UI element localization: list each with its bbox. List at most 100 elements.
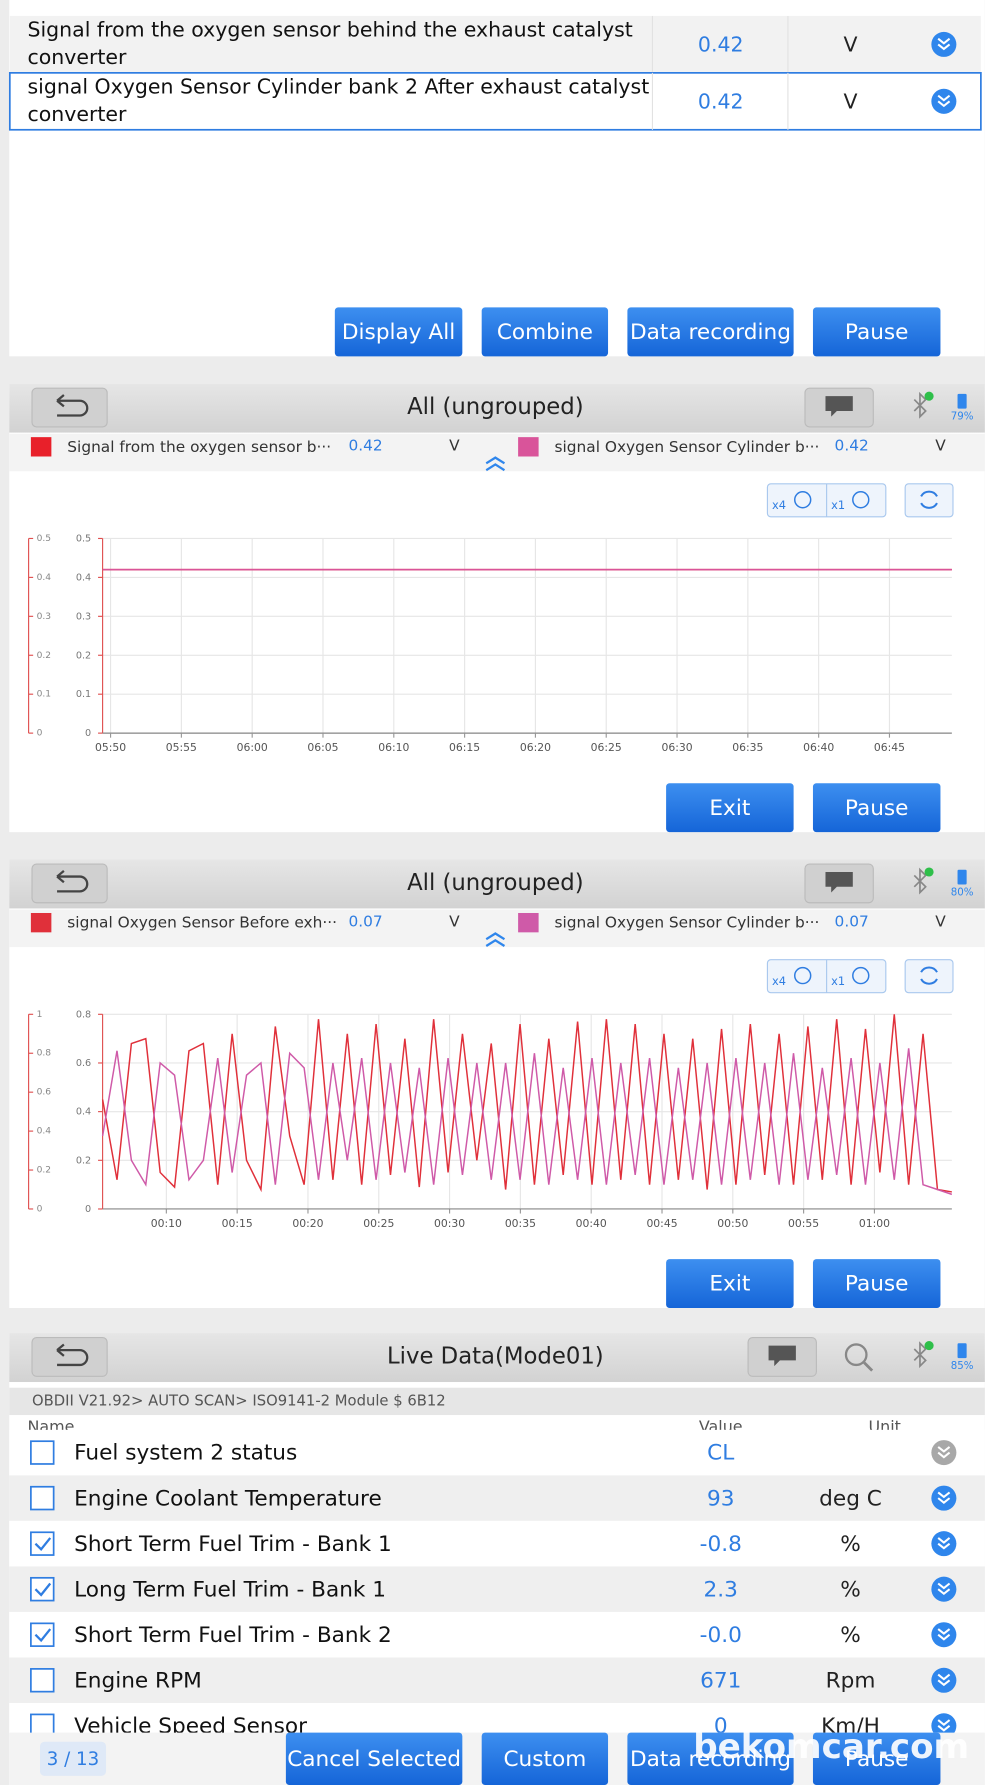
search-handle (863, 1361, 874, 1372)
back-button[interactable] (31, 387, 108, 428)
row-name: signal Oxygen Sensor Cylinder bank 2 Aft… (27, 75, 649, 99)
legend-name: signal Oxygen Sensor Before exh··· (67, 914, 337, 932)
button[interactable]: Pause (812, 1259, 941, 1309)
button[interactable]: Data recording (627, 307, 794, 357)
button-label[interactable]: Cancel Selected (287, 1747, 461, 1772)
button[interactable]: Pause (812, 307, 941, 357)
legend-unit: V (449, 913, 460, 931)
button[interactable]: Pause (812, 783, 941, 833)
y-tick-label: 0.3 (76, 611, 91, 622)
row-name: Fuel system 2 status (74, 1441, 297, 1466)
checkbox[interactable] (30, 1531, 55, 1556)
button-label[interactable]: Exit (709, 1272, 750, 1297)
button[interactable]: Combine (481, 307, 609, 357)
legend-swatch (30, 912, 52, 933)
button-label[interactable]: Custom (503, 1747, 586, 1772)
button-bg[interactable] (812, 1259, 941, 1309)
checkbox[interactable] (30, 1485, 55, 1511)
zoom-label: x4 (772, 974, 786, 988)
header-title: All (ungrouped) (407, 394, 584, 420)
back-button[interactable] (31, 863, 108, 904)
row-value: 0.42 (698, 33, 744, 57)
row-name: converter (27, 45, 127, 69)
button-bg[interactable] (666, 1259, 794, 1309)
x-tick-label: 06:10 (378, 741, 409, 754)
button[interactable]: Exit (666, 783, 794, 833)
row-unit: % (840, 1623, 861, 1648)
expand-chevron (937, 94, 951, 102)
row-name: Engine RPM (74, 1668, 202, 1693)
button-bg[interactable] (481, 307, 609, 357)
header-bar (9, 1333, 985, 1383)
battery-icon (957, 869, 967, 885)
row-value: -0.8 (700, 1532, 742, 1557)
header-title: All (ungrouped) (407, 870, 584, 896)
message-icon (825, 396, 853, 417)
collapse-icon[interactable] (485, 456, 506, 472)
button-label[interactable]: Pause (845, 1747, 909, 1772)
zoom-icon (852, 491, 870, 509)
collapse-icon[interactable] (485, 932, 506, 947)
button-label[interactable]: Combine (497, 320, 593, 345)
bluetooth-icon (913, 391, 927, 419)
y2-tick-label: 0.8 (37, 1049, 52, 1059)
button[interactable]: Display All (334, 307, 463, 357)
refresh-button[interactable] (904, 959, 954, 994)
checkbox[interactable] (30, 1440, 55, 1465)
legend-value: 0.42 (348, 437, 382, 455)
button-label[interactable]: Pause (845, 796, 909, 821)
row-unit: V (844, 89, 858, 113)
button-bg[interactable] (285, 1732, 463, 1785)
back-button[interactable] (31, 1337, 108, 1377)
button-label[interactable]: Pause (845, 320, 909, 345)
button-bg[interactable] (627, 1732, 794, 1785)
checkbox[interactable] (30, 1668, 55, 1693)
x-tick-label: 06:20 (520, 741, 551, 754)
checkbox[interactable] (30, 1576, 55, 1602)
button-label[interactable]: Pause (845, 1272, 909, 1297)
search-icon[interactable] (844, 1343, 868, 1367)
row-name: converter (27, 102, 127, 126)
legend-name: Signal from the oxygen sensor b··· (67, 438, 331, 456)
row (9, 1657, 985, 1704)
button-bg[interactable] (812, 307, 941, 357)
refresh-button[interactable] (904, 483, 954, 518)
button[interactable]: Exit (666, 1259, 794, 1309)
y2-tick-label: 0.6 (37, 1088, 52, 1098)
expand-chevron (937, 1725, 951, 1732)
header-title: Live Data(Mode01) (387, 1343, 604, 1369)
zoom-icon (794, 491, 812, 509)
y-tick-label: 0.1 (76, 689, 91, 700)
button-bg[interactable] (812, 1732, 941, 1785)
button-label[interactable]: Data recording (630, 320, 791, 345)
checkbox[interactable] (30, 1622, 55, 1647)
x-tick-label: 00:10 (151, 1217, 182, 1230)
button[interactable]: Custom (481, 1732, 609, 1785)
button[interactable]: Pause (812, 1732, 941, 1785)
button-bg[interactable] (666, 783, 794, 833)
button-bg[interactable] (627, 307, 794, 357)
button[interactable]: Cancel Selected (285, 1732, 463, 1785)
legend-name: signal Oxygen Sensor Cylinder b··· (555, 914, 820, 932)
button[interactable]: Data recording (627, 1732, 794, 1785)
page-pill (39, 1741, 107, 1776)
legend-unit: V (935, 913, 946, 931)
x-tick-label: 00:15 (222, 1217, 253, 1230)
back-icon (56, 394, 89, 417)
button-label[interactable]: Data recording (630, 1747, 791, 1772)
y2-tick-label: 0.1 (37, 690, 51, 700)
y2-tick-label: 0.3 (37, 612, 52, 622)
y-tick-label: 0 (85, 728, 91, 739)
button-label[interactable]: Display All (342, 320, 455, 345)
x-tick-label: 00:20 (292, 1217, 323, 1230)
button-bg[interactable] (812, 783, 941, 833)
button-bg[interactable] (334, 307, 463, 357)
legend-swatch (30, 437, 52, 457)
row (9, 1429, 985, 1476)
button-bg[interactable] (481, 1732, 609, 1785)
y-tick-label: 0.8 (76, 1009, 91, 1020)
row-unit: Rpm (826, 1668, 876, 1693)
button-label[interactable]: Exit (709, 796, 750, 821)
